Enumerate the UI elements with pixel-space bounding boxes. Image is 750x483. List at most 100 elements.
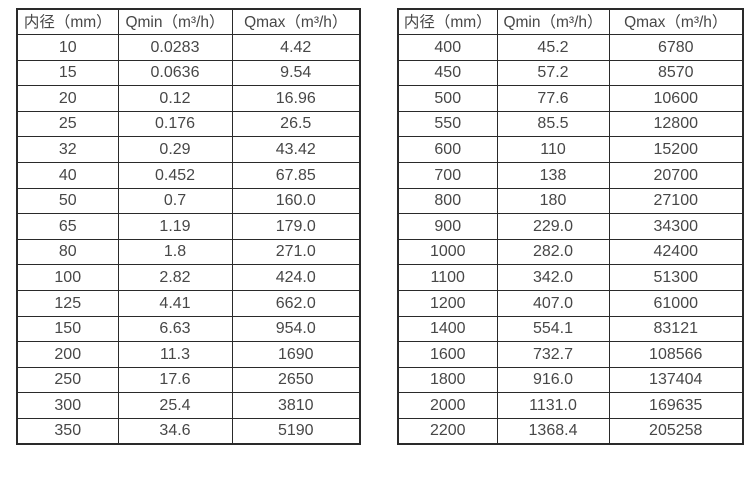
table-cell: 1400 (397, 315, 498, 343)
table-row: 1600 732.7 108566 (397, 341, 744, 368)
table-cell: 11.3 (117, 341, 233, 368)
header-cell: Qmax（m³/h） (231, 8, 361, 36)
table-cell: 0.452 (117, 162, 233, 189)
table-cell: 400 (397, 34, 498, 61)
table-cell: 67.85 (231, 162, 361, 189)
table-cell: 10 (16, 34, 119, 61)
table-row: 15 0.0636 9.54 (16, 59, 361, 87)
table-cell: 8570 (608, 59, 744, 87)
table-cell: 20 (16, 85, 119, 112)
table-row: 900 229.0 34300 (397, 213, 744, 240)
table-cell: 15 (16, 59, 119, 87)
table-cell: 554.1 (496, 315, 610, 343)
table-cell: 40 (16, 162, 119, 189)
table-cell: 50 (16, 187, 119, 215)
table-cell: 1100 (397, 264, 498, 292)
table-cell: 5190 (231, 418, 361, 445)
table-cell: 180 (496, 187, 610, 215)
table-cell: 900 (397, 213, 498, 240)
table-cell: 282.0 (496, 238, 610, 266)
table-cell: 0.7 (117, 187, 233, 215)
table-cell: 2000 (397, 392, 498, 419)
table-cell: 16.96 (231, 85, 361, 112)
table-cell: 27100 (608, 187, 744, 215)
table-cell: 9.54 (231, 59, 361, 87)
table-row: 32 0.29 43.42 (16, 136, 361, 164)
table-cell: 0.12 (117, 85, 233, 112)
table-cell: 169635 (608, 392, 744, 419)
table-cell: 954.0 (231, 315, 361, 343)
table-row: 150 6.63 954.0 (16, 315, 361, 343)
table-cell: 342.0 (496, 264, 610, 292)
table-cell: 407.0 (496, 290, 610, 317)
table-row: 65 1.19 179.0 (16, 213, 361, 240)
table-row: 350 34.6 5190 (16, 418, 361, 445)
table-cell: 2200 (397, 418, 498, 445)
table-cell: 108566 (608, 341, 744, 368)
table-row: 100 2.82 424.0 (16, 264, 361, 292)
table-cell: 2650 (231, 366, 361, 394)
table-cell: 200 (16, 341, 119, 368)
table-row: 2200 1368.4 205258 (397, 418, 744, 445)
table-cell: 700 (397, 162, 498, 189)
table-row: 125 4.41 662.0 (16, 290, 361, 317)
table-cell: 20700 (608, 162, 744, 189)
table-cell: 110 (496, 136, 610, 164)
header-row: 内径（mm） Qmin（m³/h） Qmax（m³/h） (397, 8, 744, 36)
table-cell: 1.19 (117, 213, 233, 240)
table-cell: 250 (16, 366, 119, 394)
table-cell: 1800 (397, 366, 498, 394)
header-cell: Qmax（m³/h） (608, 8, 744, 36)
table-cell: 500 (397, 85, 498, 112)
table-cell: 61000 (608, 290, 744, 317)
table-cell: 34.6 (117, 418, 233, 445)
table-cell: 4.41 (117, 290, 233, 317)
header-row: 内径（mm） Qmin（m³/h） Qmax（m³/h） (16, 8, 361, 36)
table-cell: 25.4 (117, 392, 233, 419)
table-cell: 916.0 (496, 366, 610, 394)
table-cell: 1690 (231, 341, 361, 368)
table-cell: 550 (397, 110, 498, 138)
table-cell: 32 (16, 136, 119, 164)
table-cell: 26.5 (231, 110, 361, 138)
table-row: 400 45.2 6780 (397, 34, 744, 61)
table-cell: 1200 (397, 290, 498, 317)
table-cell: 2.82 (117, 264, 233, 292)
header-cell: 内径（mm） (16, 8, 119, 36)
table-cell: 12800 (608, 110, 744, 138)
table-cell: 100 (16, 264, 119, 292)
header-cell: Qmin（m³/h） (117, 8, 233, 36)
table-cell: 800 (397, 187, 498, 215)
table-cell: 15200 (608, 136, 744, 164)
table-cell: 179.0 (231, 213, 361, 240)
table-cell: 10600 (608, 85, 744, 112)
table-row: 800 180 27100 (397, 187, 744, 215)
table-cell: 450 (397, 59, 498, 87)
table-row: 1200 407.0 61000 (397, 290, 744, 317)
table-cell: 25 (16, 110, 119, 138)
table-cell: 1600 (397, 341, 498, 368)
table-cell: 600 (397, 136, 498, 164)
table-row: 250 17.6 2650 (16, 366, 361, 394)
table-cell: 125 (16, 290, 119, 317)
table-row: 600 110 15200 (397, 136, 744, 164)
flow-table-large-diameters: 内径（mm） Qmin（m³/h） Qmax（m³/h） 400 45.2 6780 45… (397, 8, 744, 446)
table-row: 500 77.6 10600 (397, 85, 744, 112)
table-cell: 42400 (608, 238, 744, 266)
table-cell: 85.5 (496, 110, 610, 138)
table-cell: 57.2 (496, 59, 610, 87)
table-cell: 160.0 (231, 187, 361, 215)
table-cell: 4.42 (231, 34, 361, 61)
table-cell: 150 (16, 315, 119, 343)
table-cell: 43.42 (231, 136, 361, 164)
table-cell: 45.2 (496, 34, 610, 61)
table-cell: 205258 (608, 418, 744, 445)
table-cell: 80 (16, 238, 119, 266)
table-row: 1100 342.0 51300 (397, 264, 744, 292)
table-row: 80 1.8 271.0 (16, 238, 361, 266)
table-cell: 65 (16, 213, 119, 240)
table-row: 40 0.452 67.85 (16, 162, 361, 189)
table-row: 1400 554.1 83121 (397, 315, 744, 343)
table-cell: 6.63 (117, 315, 233, 343)
flow-tables-container: 内径（mm） Qmin（m³/h） Qmax（m³/h） 10 0.0283 4.42 1… (16, 8, 744, 446)
